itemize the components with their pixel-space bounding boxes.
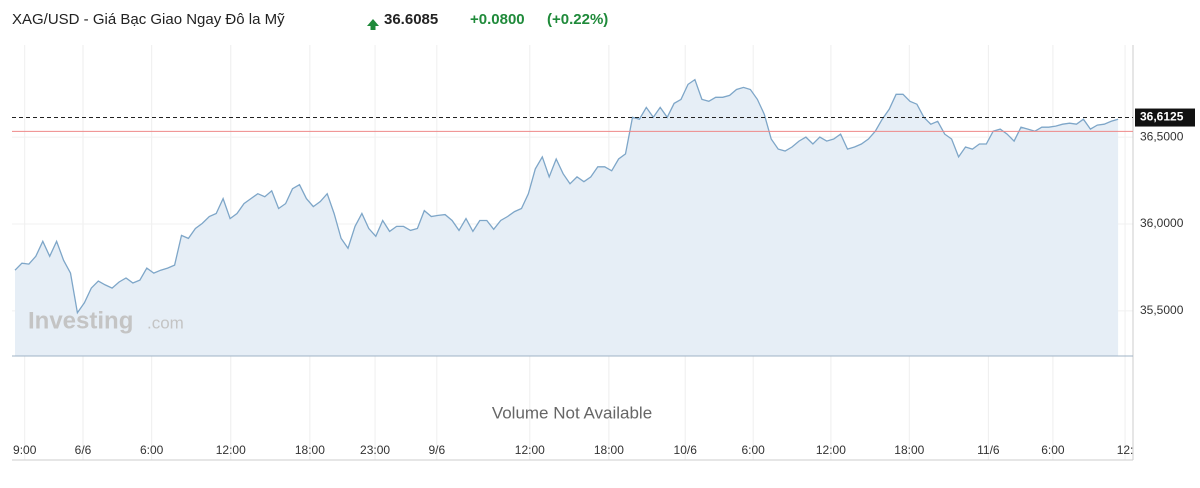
x-tick-label: 6/6	[75, 443, 92, 457]
x-tick-label: 12:00	[515, 443, 545, 457]
price-tag-label: 36,6125	[1140, 110, 1184, 124]
x-tick-label: 11/6	[977, 443, 1000, 457]
x-tick-label: 18:00	[894, 443, 924, 457]
x-tick-label: 23:00	[360, 443, 390, 457]
last-price: 36.6085	[384, 11, 438, 28]
watermark: .com	[147, 313, 184, 332]
x-tick-label: 12:00	[816, 443, 846, 457]
change: +0.0800	[470, 11, 525, 28]
x-tick-label: 12:00	[216, 443, 246, 457]
volume-note: Volume Not Available	[492, 403, 652, 422]
price-tag	[1135, 108, 1195, 127]
y-tick-label: 36,0000	[1140, 216, 1184, 230]
chart-title: XAG/USD - Giá Bạc Giao Ngay Đô la Mỹ	[12, 11, 285, 28]
x-tick-label: 12:	[1117, 443, 1134, 457]
x-tick-label: 6:00	[1041, 443, 1065, 457]
price-line	[14, 78, 1119, 315]
x-tick-label: 10/6	[674, 443, 698, 457]
change-percent: (+0.22%)	[547, 11, 608, 28]
watermark: Investing	[28, 307, 133, 334]
y-tick-label: 35,5000	[1140, 303, 1184, 317]
x-tick-label: 6:00	[140, 443, 164, 457]
y-tick-label: 36,5000	[1140, 129, 1184, 143]
x-tick-label: 18:00	[594, 443, 624, 457]
area-fill	[15, 79, 1119, 356]
x-tick-label: 18:00	[295, 443, 325, 457]
x-tick-label: 9/6	[428, 443, 445, 457]
x-tick-label: 6:00	[742, 443, 766, 457]
up-arrow	[367, 19, 379, 30]
x-tick-label: 9:00	[13, 443, 37, 457]
